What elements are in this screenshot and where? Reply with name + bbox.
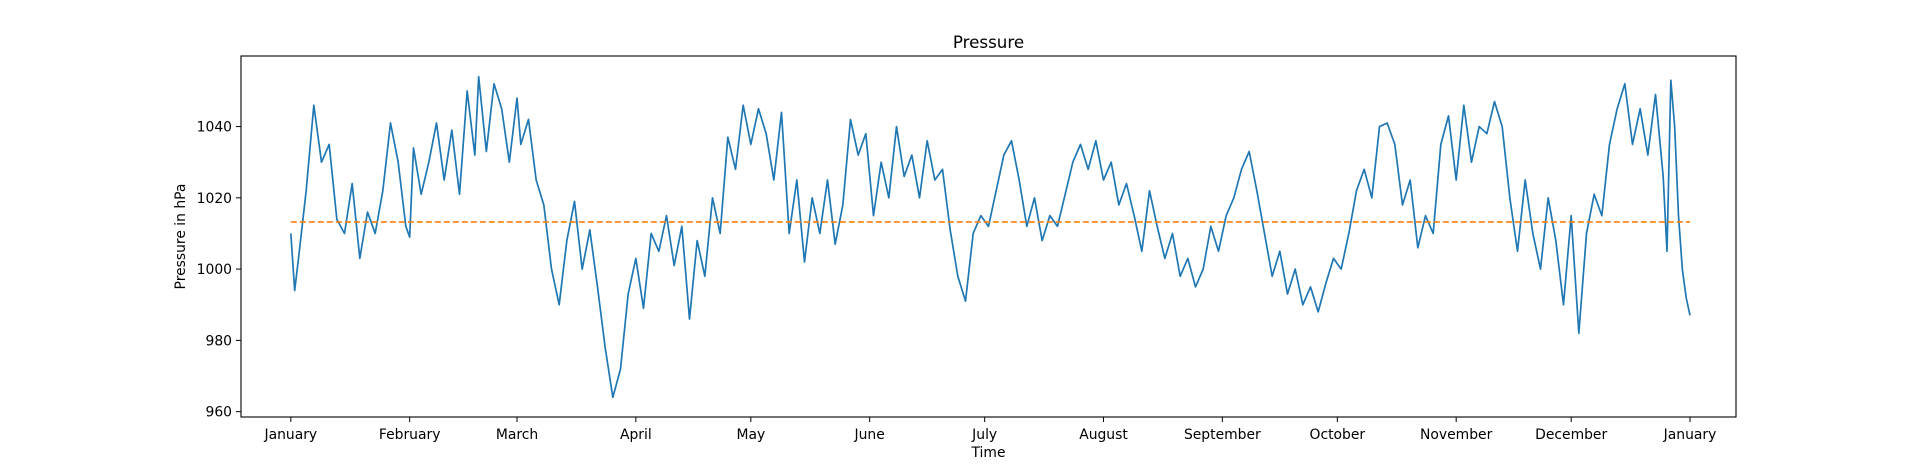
x-tick-label: November [1420,427,1493,443]
x-tick-label: October [1310,427,1366,443]
x-tick-label: December [1535,427,1607,443]
x-tick-label: June [854,427,885,443]
axes-frame [240,55,1737,418]
y-tick-label: 1000 [197,262,232,278]
y-tick-label: 1020 [197,191,232,207]
x-axis-title: Time [971,445,1006,461]
plot-area [289,75,1691,399]
chart-title: Pressure [953,32,1024,52]
y-tick-label: 1040 [197,120,232,136]
y-tick-label: 960 [205,405,232,421]
x-tick-label: January [1663,427,1717,443]
x-tick-label: January [263,427,317,443]
x-tick-label: July [971,427,997,443]
x-tick-label: March [496,427,538,443]
axis-ticks: January February March April May June July Augu… [197,120,1717,443]
x-tick-label: August [1079,427,1128,443]
x-tick-label: September [1184,427,1261,443]
x-tick-label: April [620,427,652,443]
pressure-series-line [289,75,1691,399]
x-tick-label: May [736,427,765,443]
y-tick-label: 980 [205,333,232,349]
y-axis-title: Pressure in hPa [173,184,189,290]
x-tick-label: February [379,427,441,443]
